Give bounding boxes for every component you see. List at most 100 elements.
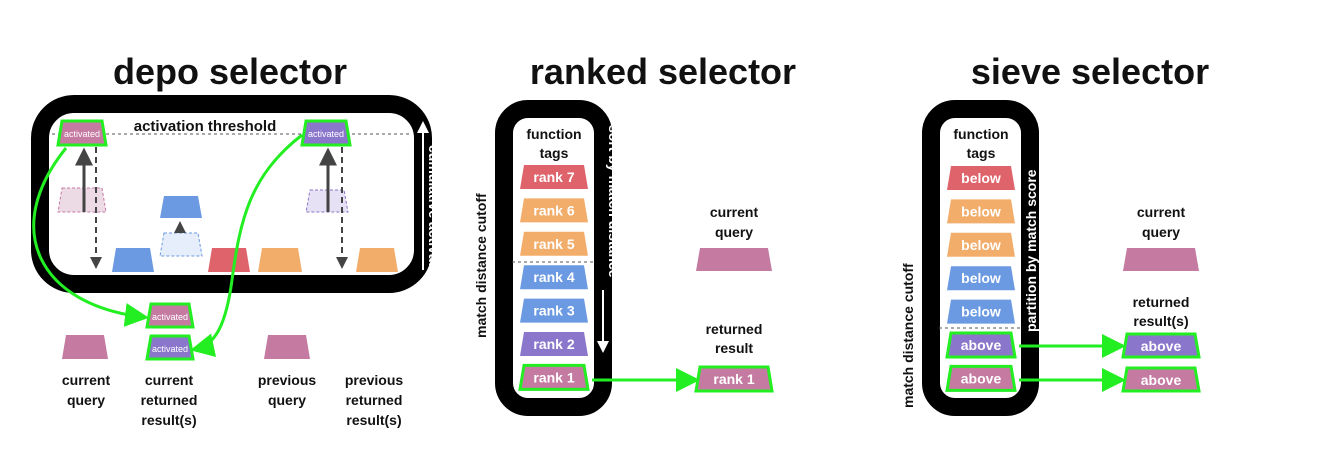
ranked-tag-6-shape	[520, 332, 588, 356]
previous-query-tag	[264, 335, 310, 359]
ranked-tag-7-label: rank 1	[533, 369, 574, 385]
ranked-tag-1-shape	[520, 165, 588, 189]
sieve-tag-1: below	[947, 166, 1015, 190]
depo-current-returned-label-2: returned	[141, 392, 198, 408]
depo-selector-title: depo selector	[113, 51, 347, 92]
ranked-tag-2: rank 6	[520, 198, 588, 223]
sieve-tag-4: below	[947, 266, 1015, 291]
ranked-tag-6: rank 2	[520, 332, 588, 356]
sieve-selector-title: sieve selector	[971, 51, 1209, 92]
ranked-tag-5-label: rank 3	[533, 303, 574, 319]
sieve-tag-2-label: below	[961, 203, 1001, 219]
activated-purple-tag	[300, 119, 352, 147]
ranked-tag-2-shape	[520, 198, 588, 223]
sieve-partition-label: partition by match score	[1023, 169, 1039, 332]
ranked-tag-2-label: rank 6	[533, 202, 574, 218]
activated-pink-tag	[56, 119, 108, 147]
sieve-function-tags-2: tags	[967, 145, 996, 161]
sieve-current-query-1: current	[1137, 204, 1186, 220]
sieve-returned-results-2: result(s)	[1133, 313, 1188, 329]
blue-tag-floating	[160, 196, 202, 218]
depo-current-returned-label-1: current	[145, 372, 194, 388]
returned-purple-label: activated	[152, 344, 188, 354]
ranked-tag-3-label: rank 5	[533, 236, 574, 252]
ranked-tag-4-shape	[520, 265, 588, 290]
ranked-returned-result-2: result	[715, 340, 753, 356]
ranked-cutoff-label: match distance cutoff	[473, 193, 489, 338]
sieve-returned-tag-1	[1121, 332, 1201, 359]
sieve-tag-1-label: below	[961, 170, 1001, 186]
faint-blue-tag	[159, 232, 203, 257]
sieve-tag-stack: below below below below below above above	[945, 166, 1017, 392]
ranked-selector-panel: ranked selector function tags rank 7rank…	[473, 51, 796, 416]
depo-previous-returned-label-3: result(s)	[346, 412, 401, 428]
ranked-tag-3: rank 5	[520, 231, 588, 256]
sieve-current-query-tag	[1123, 248, 1199, 271]
ranked-sort-label: sort by match distance	[606, 125, 622, 278]
sieve-tag-2-shape	[947, 199, 1015, 224]
returned-pink-label: activated	[152, 312, 188, 322]
sieve-tag-3-label: below	[961, 237, 1001, 253]
ranked-tag-7: rank 1	[518, 363, 590, 391]
ranked-current-query-tag	[696, 248, 772, 271]
ranked-returned-tag	[694, 365, 774, 393]
red-tag-bottom	[208, 248, 250, 272]
sieve-tag-4-label: below	[961, 270, 1001, 286]
ranked-tag-1-label: rank 7	[533, 169, 574, 185]
faint-pink-tag	[57, 187, 107, 213]
sieve-tag-7-shape	[945, 364, 1017, 392]
ranked-tag-4: rank 4	[520, 265, 588, 290]
depo-previous-returned-label-2: returned	[346, 392, 403, 408]
sieve-tag-6: above	[945, 331, 1017, 359]
ranked-tag-4-label: rank 4	[533, 269, 574, 285]
sieve-function-tags-1: function	[953, 126, 1008, 142]
sieve-returned-tag-2	[1121, 366, 1201, 393]
ranked-tag-5-shape	[520, 298, 588, 323]
sieve-cutoff-label: match distance cutoff	[900, 263, 916, 408]
sieve-current-query-2: query	[1142, 224, 1180, 240]
returned-pink-tag	[145, 302, 195, 329]
depo-current-returned-label-3: result(s)	[141, 412, 196, 428]
blue-tag-bottom	[112, 248, 154, 272]
sieve-tag-4-shape	[947, 266, 1015, 291]
ranked-current-query-2: query	[715, 224, 753, 240]
ranked-tag-stack: rank 7 rank 6 rank 5 rank 4 rank 3 rank 2 rank…	[518, 165, 590, 391]
sieve-returned-results-1: returned	[1133, 294, 1190, 310]
sieve-tag-1-shape	[947, 166, 1015, 190]
sieve-tag-5-label: below	[961, 304, 1001, 320]
sieve-tag-2: below	[947, 199, 1015, 224]
ranked-tag-3-shape	[520, 231, 588, 256]
sieve-tag-3-shape	[947, 232, 1015, 257]
sieve-tag-6-label: above	[961, 337, 1002, 353]
returned-purple-tag	[145, 334, 195, 361]
ranked-current-query-1: current	[710, 204, 759, 220]
sieve-tag-5: below	[947, 299, 1015, 324]
ranked-function-tags-2: tags	[540, 145, 569, 161]
depo-previous-query-label-1: previous	[258, 372, 317, 388]
sieve-returned-tag-1-label: above	[1141, 338, 1182, 354]
cumulative-activation-label: cumulative activation	[426, 145, 442, 287]
ranked-returned-result-1: returned	[706, 321, 763, 337]
current-query-tag	[62, 335, 108, 359]
ranked-tag-7-shape	[518, 363, 590, 391]
green-curve-left	[32, 147, 149, 327]
depo-current-query-label-1: current	[62, 372, 111, 388]
activated-purple-label: activated	[308, 129, 344, 139]
orange-tag-bottom	[258, 248, 302, 272]
sieve-returned-tag-2-label: above	[1141, 372, 1182, 388]
ranked-tag-6-label: rank 2	[533, 336, 574, 352]
ranked-tag-1: rank 7	[520, 165, 588, 189]
ranked-returned-tag-label: rank 1	[713, 371, 754, 387]
sieve-tag-3: below	[947, 232, 1015, 257]
depo-previous-returned-label-1: previous	[345, 372, 404, 388]
sieve-tag-6-shape	[945, 331, 1017, 359]
sieve-tag-7: above	[945, 364, 1017, 392]
depo-selector-panel: depo selector activation threshold activ…	[31, 51, 442, 428]
ranked-selector-title: ranked selector	[530, 51, 796, 92]
sieve-selector-panel: sieve selector function tags belowbelowb…	[900, 51, 1209, 416]
depo-previous-query-label-2: query	[268, 392, 306, 408]
sieve-tag-7-label: above	[961, 370, 1002, 386]
ranked-tag-5: rank 3	[520, 298, 588, 323]
activated-pink-label: activated	[64, 129, 100, 139]
